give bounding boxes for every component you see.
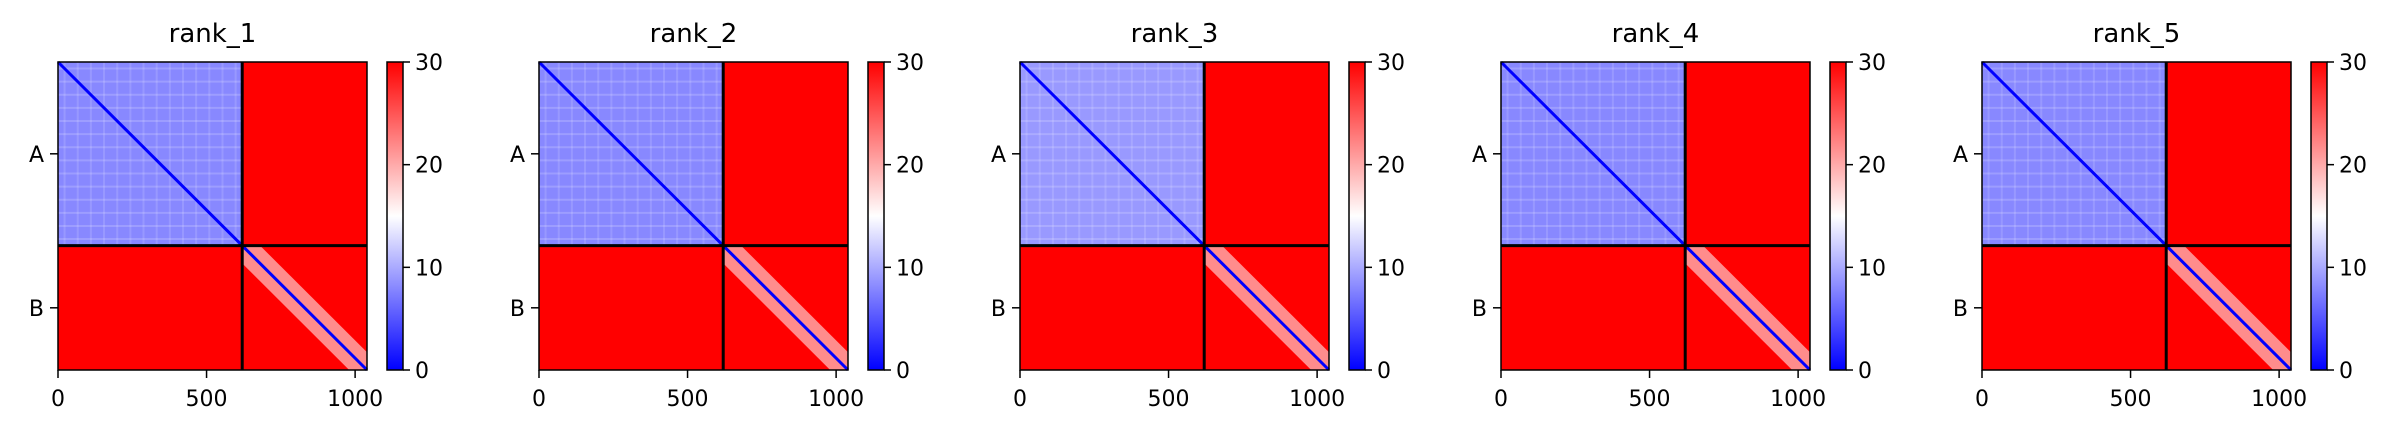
y-chain-label: B xyxy=(991,297,1006,322)
colorbar-tick-label: 30 xyxy=(1377,51,1405,76)
y-chain-label: A xyxy=(29,143,44,168)
colorbar xyxy=(1829,61,1847,371)
panel-title: rank_5 xyxy=(2093,19,2181,49)
y-chain-label: B xyxy=(1472,297,1487,322)
block-BA xyxy=(539,245,724,370)
y-chain-label: A xyxy=(1472,143,1487,168)
x-tick-label: 1000 xyxy=(1770,387,1826,412)
x-tick-label: 500 xyxy=(186,387,228,412)
x-tick-label: 0 xyxy=(51,387,65,412)
colorbar xyxy=(2310,61,2328,371)
colorbar xyxy=(1348,61,1366,371)
panel-rank_3: rank_3 0 500 1000 A B 0 10 20 30 xyxy=(991,19,1405,412)
colorbar-tick-label: 20 xyxy=(2339,154,2367,179)
panel-title: rank_1 xyxy=(169,19,257,49)
block-AB xyxy=(1204,62,1329,246)
colorbar-tick-label: 30 xyxy=(1858,51,1886,76)
colorbar xyxy=(386,61,404,371)
panel-rank_2: rank_2 0 500 1000 A B 0 10 20 30 xyxy=(510,19,924,412)
panel-rank_1: rank_1 0 500 1000 A B 0 10 20 30 xyxy=(29,19,443,412)
block-AB xyxy=(723,62,848,246)
x-tick-label: 500 xyxy=(1148,387,1190,412)
colorbar-tick-label: 20 xyxy=(1377,154,1405,179)
diagonal-line xyxy=(1018,60,1331,372)
y-chain-label: A xyxy=(1953,143,1968,168)
colorbar-tick-label: 20 xyxy=(415,154,443,179)
panel-title: rank_3 xyxy=(1131,19,1219,49)
x-tick-label: 0 xyxy=(1975,387,1989,412)
x-tick-label: 1000 xyxy=(2251,387,2307,412)
block-AB xyxy=(1685,62,1810,246)
x-tick-label: 500 xyxy=(667,387,709,412)
colorbar-tick-label: 0 xyxy=(1377,359,1391,384)
colorbar-tick-label: 10 xyxy=(415,256,443,281)
colorbar-tick-label: 0 xyxy=(896,359,910,384)
y-chain-label: A xyxy=(991,143,1006,168)
block-AB xyxy=(2166,62,2291,246)
y-chain-label: B xyxy=(1953,297,1968,322)
colorbar-tick-label: 10 xyxy=(1377,256,1405,281)
block-BA xyxy=(1501,245,1686,370)
colorbar-tick-label: 30 xyxy=(415,51,443,76)
colorbar-tick-label: 0 xyxy=(1858,359,1872,384)
panel-title: rank_2 xyxy=(650,19,738,49)
heatmap-frame xyxy=(538,61,849,371)
block-BA xyxy=(1982,245,2167,370)
colorbar-tick-label: 10 xyxy=(896,256,924,281)
diagonal-line xyxy=(537,60,850,372)
x-tick-label: 1000 xyxy=(1289,387,1345,412)
x-tick-label: 1000 xyxy=(808,387,864,412)
x-tick-label: 0 xyxy=(1494,387,1508,412)
heatmap-frame xyxy=(57,61,368,371)
y-chain-label: B xyxy=(510,297,525,322)
x-tick-label: 500 xyxy=(2110,387,2152,412)
block-BA xyxy=(1020,245,1205,370)
x-tick-label: 1000 xyxy=(327,387,383,412)
x-tick-label: 0 xyxy=(532,387,546,412)
y-chain-label: B xyxy=(29,297,44,322)
colorbar-tick-label: 0 xyxy=(2339,359,2353,384)
panel-rank_5: rank_5 0 500 1000 A B 0 10 20 30 xyxy=(1953,19,2367,412)
colorbar-tick-label: 10 xyxy=(1858,256,1886,281)
y-chain-label: A xyxy=(510,143,525,168)
x-tick-label: 0 xyxy=(1013,387,1027,412)
panel-title: rank_4 xyxy=(1612,19,1700,49)
colorbar-tick-label: 10 xyxy=(2339,256,2367,281)
diagonal-line xyxy=(1499,60,1812,372)
block-BA xyxy=(58,245,243,370)
colorbar-tick-label: 20 xyxy=(1858,154,1886,179)
heatmap-frame xyxy=(1981,61,2292,371)
diagonal-line xyxy=(1980,60,2293,372)
colorbar-tick-label: 30 xyxy=(896,51,924,76)
colorbar xyxy=(867,61,885,371)
block-AB xyxy=(242,62,367,246)
heatmap-frame xyxy=(1019,61,1330,371)
colorbar-tick-label: 0 xyxy=(415,359,429,384)
x-tick-label: 500 xyxy=(1629,387,1671,412)
colorbar-tick-label: 20 xyxy=(896,154,924,179)
heatmap-frame xyxy=(1500,61,1811,371)
colorbar-tick-label: 30 xyxy=(2339,51,2367,76)
diagonal-line xyxy=(56,60,369,372)
panel-rank_4: rank_4 0 500 1000 A B 0 10 20 30 xyxy=(1472,19,1886,412)
